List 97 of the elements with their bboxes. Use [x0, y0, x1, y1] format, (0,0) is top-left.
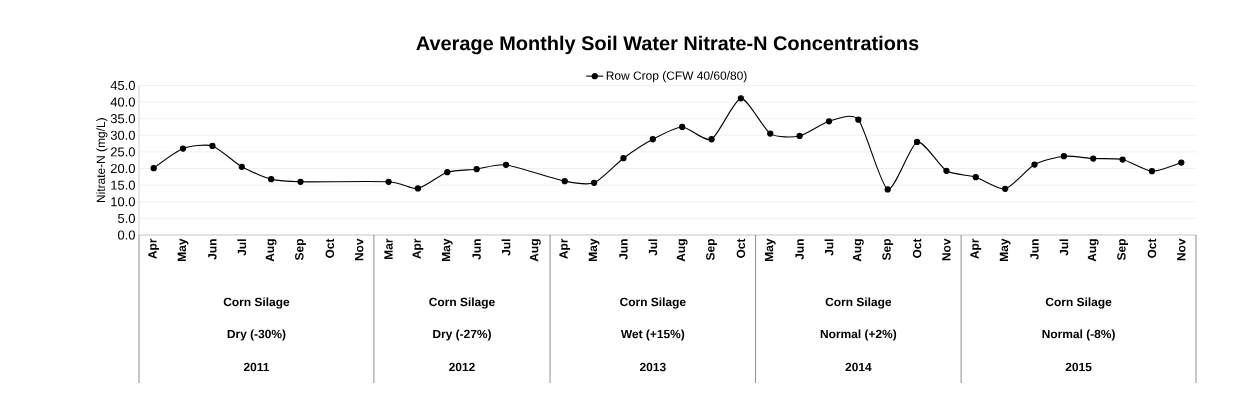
- text: Corn Silage: [223, 297, 290, 309]
- point: [150, 165, 157, 172]
- point: [1119, 156, 1126, 163]
- x-tick-label: Apr: [412, 238, 424, 259]
- point: [1148, 168, 1156, 175]
- x-tick-label: Sep: [295, 239, 306, 261]
- point: [1002, 185, 1009, 192]
- y-tick-label: 20.0: [110, 163, 135, 174]
- text: Dry (-30%): [227, 329, 286, 341]
- point: [649, 136, 656, 143]
- y-tick-label: 40.0: [110, 97, 135, 107]
- point: [913, 138, 921, 146]
- text: 2014: [845, 362, 872, 372]
- x-tick-label: Jul: [501, 239, 511, 256]
- point: [179, 145, 187, 152]
- x-tick-label: Aug: [852, 239, 864, 262]
- point: [1090, 155, 1097, 162]
- point: [884, 186, 891, 193]
- point: [855, 116, 862, 123]
- x-tick-label: May: [177, 238, 189, 261]
- y-tick-label: 0.0: [117, 230, 135, 240]
- point: [679, 123, 686, 131]
- text: Corn Silage: [429, 297, 495, 309]
- text: Corn Silage: [620, 297, 686, 309]
- x-tick-label: Jul: [1059, 239, 1069, 256]
- x-tick-label: Oct: [736, 238, 746, 258]
- y-axis-title: Nitrate-N (mg/L): [96, 118, 108, 203]
- point: [1178, 159, 1185, 166]
- x-tick-label: Jul: [237, 239, 247, 256]
- point: [444, 169, 451, 176]
- y-tick-label: 35.0: [110, 114, 135, 124]
- point: [972, 174, 979, 181]
- x-tick-label: Jun: [208, 239, 217, 260]
- x-tick-label: May: [588, 238, 600, 261]
- point: [943, 167, 950, 174]
- x-tick-label: Oct: [325, 238, 335, 258]
- point: [620, 155, 627, 162]
- x-tick-label: Sep: [706, 239, 717, 261]
- x-tick-label: Oct: [912, 238, 922, 258]
- point: [209, 142, 216, 150]
- text: 2012: [449, 362, 475, 372]
- point: [825, 118, 833, 125]
- x-tick-label: Jul: [648, 239, 658, 256]
- text: Corn Silage: [1045, 297, 1112, 309]
- point: [1060, 153, 1068, 160]
- text: Dry (-27%): [433, 329, 491, 341]
- x-tick-label: Aug: [530, 239, 541, 262]
- y-tick-label: 5.0: [117, 213, 135, 223]
- text: 2013: [639, 362, 666, 372]
- point: [267, 176, 275, 183]
- x-tick-label: Apr: [970, 238, 982, 259]
- x-tick-label: May: [764, 238, 776, 261]
- text: 2015: [1065, 362, 1092, 372]
- x-tick-label: Jun: [472, 239, 481, 260]
- x-tick-label: Jun: [1030, 239, 1039, 260]
- x-tick-label: Nov: [942, 238, 951, 261]
- x-tick-label: Sep: [882, 239, 894, 261]
- y-tick-label: 15.0: [111, 180, 135, 190]
- chart-title: Average Monthly Soil Water Nitrate-N Concentrations: [416, 35, 919, 55]
- point: [502, 161, 510, 168]
- y-tick-label: 45.0: [110, 80, 135, 90]
- x-tick-label: Oct: [1147, 238, 1157, 258]
- point: [708, 136, 715, 143]
- legend-label: Row Crop (CFW 40/60/80): [606, 71, 747, 83]
- point: [473, 166, 480, 173]
- x-tick-label: Mar: [384, 238, 393, 259]
- text: Wet (+15%): [620, 329, 685, 341]
- point: [1031, 161, 1038, 168]
- point: [590, 179, 598, 186]
- x-tick-label: Jun: [619, 239, 628, 260]
- point: [238, 163, 245, 170]
- point: [414, 185, 422, 192]
- x-tick-label: Apr: [148, 238, 160, 259]
- point: [561, 178, 568, 185]
- x-tick-label: Aug: [265, 239, 277, 262]
- point: [737, 95, 745, 102]
- x-tick-label: Jun: [795, 239, 804, 260]
- point: [385, 178, 392, 185]
- text: Normal (+2%): [820, 329, 897, 341]
- x-tick-label: Aug: [676, 239, 688, 262]
- y-tick-label: 30.0: [110, 130, 135, 140]
- text: 2011: [243, 362, 270, 372]
- y-tick-label: 25.0: [110, 147, 135, 157]
- x-tick-label: Sep: [1117, 239, 1129, 261]
- point: [767, 130, 774, 137]
- x-tick-label: Aug: [1087, 239, 1099, 262]
- point: [796, 132, 803, 140]
- x-tick-label: Apr: [559, 238, 571, 259]
- x-tick-label: Nov: [355, 238, 364, 261]
- x-tick-label: May: [999, 238, 1011, 261]
- point: [297, 178, 304, 185]
- x-tick-label: May: [441, 238, 453, 261]
- text: Corn Silage: [825, 297, 892, 309]
- x-tick-label: Jul: [824, 239, 834, 256]
- text: Normal (-8%): [1042, 329, 1115, 341]
- y-tick-label: 10.0: [111, 197, 135, 207]
- x-tick-label: Nov: [1177, 238, 1186, 261]
